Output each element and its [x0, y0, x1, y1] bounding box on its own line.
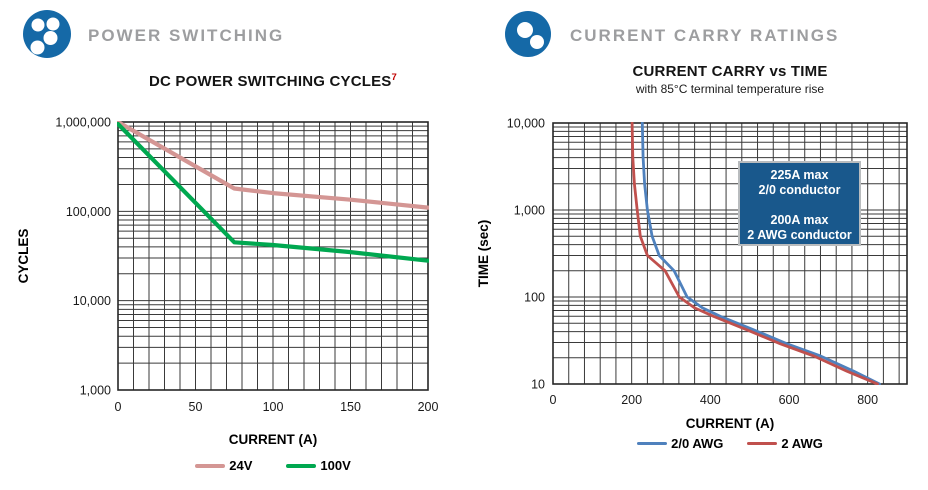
plot-frame [552, 122, 908, 385]
legend-item-2-awg: 2 AWG [747, 436, 823, 451]
plot-frame [117, 121, 429, 391]
x-tick-label: 200 [621, 393, 642, 407]
left-chart-title: DC POWER SWITCHING CYCLES7 [118, 72, 428, 90]
axis-tick-labels: 0 50 100 150 200 1,000 10,000 100,000 1,000,000 [55, 116, 438, 415]
y-tick-label: 1,000,000 [55, 116, 111, 130]
legend-label-2-0-awg: 2/0 AWG [671, 436, 724, 451]
y-axis-title: TIME (sec) [476, 220, 491, 288]
legend-swatch-2-0-awg [637, 442, 668, 445]
x-tick-label: 600 [779, 393, 800, 407]
y-tick-label: 10,000 [73, 294, 111, 308]
annotation-line: 2/0 conductor [758, 183, 841, 197]
y-axis-title: CYCLES [16, 229, 31, 284]
annotation-line-spacer [740, 198, 859, 213]
annotation-line: 225A max [770, 168, 829, 182]
legend-label-24v: 24V [229, 458, 253, 473]
right-chart-subtitle: with 85°C terminal temperature rise [635, 82, 825, 96]
x-tick-label: 800 [857, 393, 878, 407]
y-tick-label: 1,000 [514, 204, 545, 218]
left-x-axis-title: CURRENT (A) [228, 432, 318, 447]
left-chart-title-text: DC POWER SWITCHING CYCLES [149, 73, 392, 90]
series-2-0-awg-line [640, 122, 881, 385]
series-100v-line [117, 121, 429, 263]
legend-item-2-0-awg: 2/0 AWG [637, 436, 723, 451]
y-tick-label: 100 [524, 291, 545, 305]
power-switching-section-title: POWER SWITCHING [88, 26, 285, 45]
current-carry-section-title: CURRENT CARRY RATINGS [570, 26, 840, 45]
left-chart-legend: 24V 100V [118, 458, 428, 473]
right-chart-title: CURRENT CARRY vs TIME [632, 63, 828, 80]
y-tick-label: 10 [531, 378, 545, 392]
dc-power-switching-chart-plot: 0 50 100 150 200 1,000 10,000 100,000 1,000,000 C… [16, 116, 438, 415]
y-tick-label: 10,000 [507, 117, 545, 131]
right-chart-legend: 2/0 AWG 2 AWG [553, 436, 907, 451]
current-carry-chart-plot: 0 200 400 600 800 10 100 1,000 10,000 TIME (sec) [476, 117, 908, 408]
x-tick-label: 0 [115, 400, 122, 414]
legend-swatch-2-awg [747, 442, 778, 445]
legend-item-24v: 24V [195, 458, 252, 473]
x-tick-label: 0 [550, 393, 557, 407]
x-tick-label: 400 [700, 393, 721, 407]
x-tick-label: 100 [263, 400, 284, 414]
legend-item-100v: 100V [286, 458, 351, 473]
legend-swatch-24v [195, 463, 226, 468]
max-current-annotation-box: 225A max 2/0 conductor 200A max 2 AWG co… [738, 161, 861, 246]
y-tick-label: 1,000 [80, 384, 111, 398]
legend-label-2-awg: 2 AWG [781, 436, 823, 451]
x-tick-label: 150 [340, 400, 361, 414]
y-tick-label: 100,000 [66, 205, 111, 219]
legend-swatch-100v [286, 463, 317, 468]
x-tick-label: 50 [189, 400, 203, 414]
footnote-marker-7: 7 [391, 72, 397, 83]
annotation-line: 2 AWG conductor [747, 228, 852, 242]
legend-label-100v: 100V [320, 458, 351, 473]
connector-2-pin-icon [505, 11, 551, 57]
series-24v-line [117, 121, 429, 210]
series-2-awg-line [630, 122, 879, 385]
right-x-axis-title: CURRENT (A) [685, 416, 775, 431]
axis-tick-labels: 0 200 400 600 800 10 100 1,000 10,000 [507, 117, 878, 408]
connector-4-pin-icon [23, 10, 71, 58]
x-tick-label: 200 [418, 400, 439, 414]
annotation-line: 200A max [770, 213, 829, 227]
